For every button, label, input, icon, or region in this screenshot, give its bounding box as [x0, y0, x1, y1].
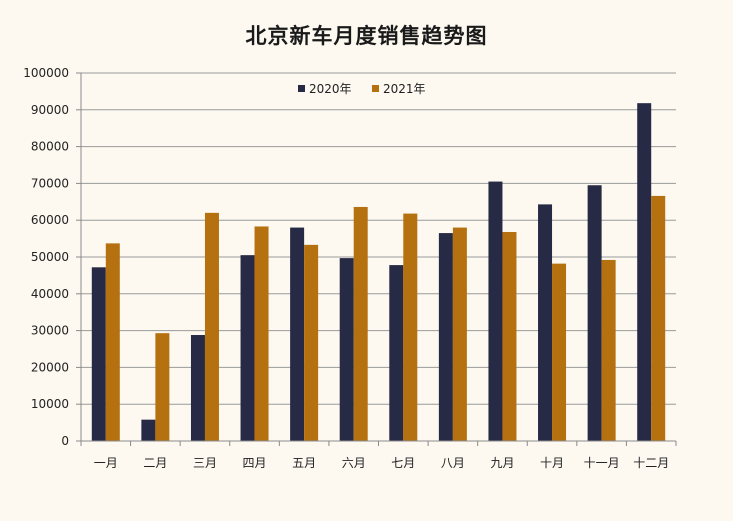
x-tick-label: 十二月 — [633, 456, 669, 470]
y-tick-label: 0 — [61, 434, 69, 448]
x-tick-label: 十一月 — [584, 456, 620, 470]
y-tick-label: 20000 — [31, 360, 69, 374]
x-tick-label: 一月 — [94, 456, 118, 470]
bar-2020年-九月 — [488, 181, 503, 441]
y-tick-label: 40000 — [31, 287, 69, 301]
legend-swatch-2020年 — [298, 85, 305, 92]
x-tick-label: 十月 — [540, 456, 564, 470]
x-tick-label: 九月 — [490, 456, 514, 470]
y-tick-label: 90000 — [31, 103, 69, 117]
bar-2021年-三月 — [204, 212, 219, 441]
bar-2020年-八月 — [438, 233, 453, 441]
chart-title: 北京新车月度销售趋势图 — [245, 24, 488, 48]
bar-2020年-十月 — [538, 204, 553, 441]
bar-2021年-八月 — [452, 227, 467, 441]
x-tick-label: 七月 — [391, 456, 415, 470]
bar-2020年-十一月 — [587, 185, 602, 441]
bar-2020年-四月 — [240, 255, 255, 441]
bar-2020年-一月 — [91, 267, 106, 441]
y-tick-label: 60000 — [31, 213, 69, 227]
x-tick-label: 八月 — [441, 456, 465, 470]
bar-2021年-二月 — [155, 333, 170, 441]
bar-2021年-一月 — [105, 243, 120, 441]
bar-2021年-十月 — [552, 263, 567, 441]
legend-label-2020年: 2020年 — [309, 82, 352, 96]
bar-2020年-十二月 — [637, 103, 652, 442]
bar-2021年-九月 — [502, 231, 517, 441]
bar-2021年-四月 — [254, 226, 269, 441]
x-tick-label: 三月 — [193, 456, 217, 470]
y-tick-label: 70000 — [31, 176, 69, 190]
y-tick-label: 10000 — [31, 397, 69, 411]
bar-2021年-十二月 — [651, 195, 666, 441]
x-tick-label: 五月 — [292, 456, 316, 470]
bar-2020年-二月 — [141, 419, 156, 441]
bar-2021年-七月 — [403, 213, 418, 441]
x-tick-label: 四月 — [243, 456, 267, 470]
bar-2021年-六月 — [353, 206, 368, 441]
x-tick-label: 六月 — [342, 456, 366, 470]
legend-swatch-2021年 — [372, 85, 379, 92]
y-tick-label: 80000 — [31, 140, 69, 154]
bar-2020年-七月 — [389, 265, 404, 441]
bar-2020年-三月 — [190, 335, 205, 441]
y-tick-label: 100000 — [23, 66, 69, 80]
y-tick-label: 50000 — [31, 250, 69, 264]
bar-2020年-六月 — [339, 258, 354, 441]
bar-2020年-五月 — [290, 227, 305, 441]
bar-2021年-五月 — [304, 244, 319, 441]
legend-label-2021年: 2021年 — [383, 82, 426, 96]
y-tick-label: 30000 — [31, 324, 69, 338]
x-tick-label: 二月 — [143, 456, 167, 470]
bar-2021年-十一月 — [601, 259, 616, 441]
